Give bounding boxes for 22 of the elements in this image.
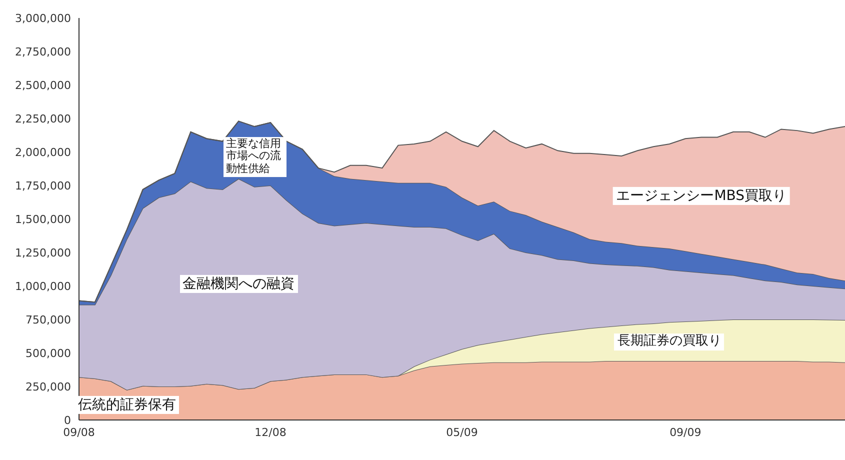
x-tick-label: 12/08 (254, 426, 286, 439)
x-tick-label: 09/09 (670, 426, 702, 439)
series-label: 伝統的証券保有 (74, 396, 179, 414)
y-tick-label: 1,250,000 (15, 246, 71, 260)
series-label: 金融機関への融資 (180, 274, 298, 294)
x-tick-label: 05/09 (446, 426, 478, 439)
y-tick-label: 0 (64, 414, 71, 427)
x-tick-label: 09/08 (63, 426, 95, 439)
y-tick-label: 1,750,000 (15, 179, 71, 192)
y-tick-label: 2,750,000 (15, 45, 71, 58)
series-label: 主要な信用市場への流動性供給 (223, 136, 286, 177)
y-tick-label: 2,500,000 (15, 78, 71, 92)
series-label: エージェンシーMBS買取り (613, 186, 790, 205)
y-tick-label: 3,000,000 (15, 12, 71, 25)
y-tick-label: 1,500,000 (15, 212, 71, 226)
y-tick-label: 750,000 (26, 313, 71, 326)
y-tick-label: 1,000,000 (15, 280, 71, 293)
y-tick-label: 500,000 (26, 346, 71, 360)
y-tick-label: 2,250,000 (15, 112, 71, 126)
y-tick-label: 250,000 (26, 380, 71, 394)
y-tick-label: 2,000,000 (15, 146, 71, 159)
series-label: 長期証券の買取り (614, 333, 724, 350)
